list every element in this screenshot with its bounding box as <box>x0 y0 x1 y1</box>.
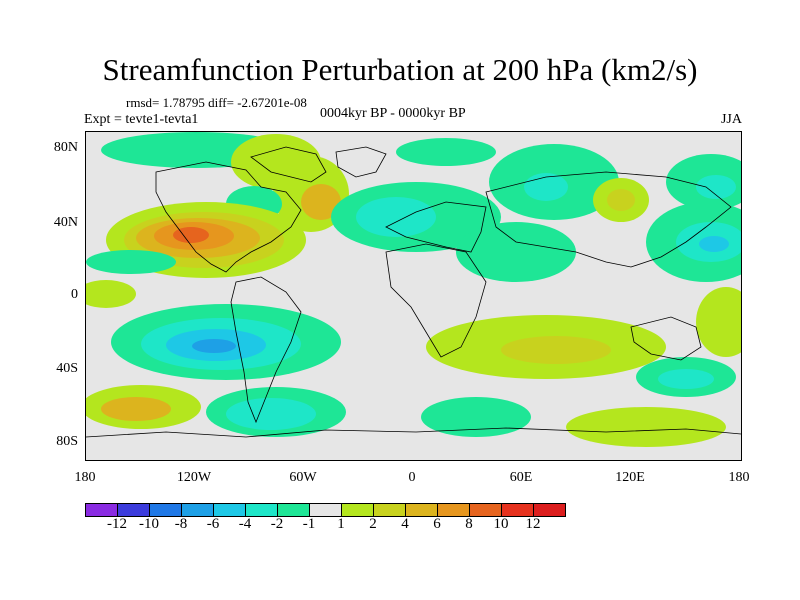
colorbar-swatch <box>245 504 277 516</box>
x-tick-60e: 60E <box>509 470 533 485</box>
colorbar-swatch <box>117 504 149 516</box>
asia-coast <box>485 171 732 268</box>
colorbar-label: -6 <box>206 516 220 532</box>
streamfunction-map <box>86 132 741 460</box>
experiment-label: Expt = tevte1-tevta1 <box>84 112 199 127</box>
contour-neg-3 <box>699 236 729 252</box>
contour-neg-4 <box>192 339 236 353</box>
colorbar-label: 8 <box>465 516 473 532</box>
colorbar-label: -1 <box>302 516 316 532</box>
colorbar-label: 6 <box>433 516 441 532</box>
colorbar <box>85 503 566 517</box>
south-america-coast <box>230 276 302 424</box>
colorbar-label: 12 <box>525 516 541 532</box>
colorbar-label: 1 <box>337 516 345 532</box>
map-plot <box>85 131 742 461</box>
contour-neg-1 <box>456 222 576 282</box>
x-tick-180e: 180 <box>728 470 750 485</box>
contour-pos-2 <box>501 336 611 364</box>
contour-neg-1 <box>421 397 531 437</box>
colorbar-swatch <box>86 504 117 516</box>
contour-neg-2 <box>658 369 714 389</box>
y-tick-0: 0 <box>71 287 78 302</box>
colorbar-label: -10 <box>139 516 159 532</box>
canadian-arctic-coast <box>250 146 327 183</box>
y-tick-40n: 40N <box>53 215 78 230</box>
colorbar-label: -4 <box>238 516 252 532</box>
colorbar-swatch <box>213 504 245 516</box>
europe-coast <box>385 201 487 253</box>
colorbar-swatch <box>309 504 341 516</box>
contour-neg-1 <box>86 250 176 274</box>
north-america-coast <box>155 161 302 273</box>
australia-coast <box>630 316 702 361</box>
x-tick-0: 0 <box>408 470 416 485</box>
chart-title: Streamfunction Perturbation at 200 hPa (… <box>102 52 698 87</box>
colorbar-swatch <box>341 504 373 516</box>
colorbar-swatch <box>373 504 405 516</box>
colorbar-swatch <box>469 504 501 516</box>
colorbar-label: -2 <box>270 516 284 532</box>
x-tick-60w: 60W <box>289 470 317 485</box>
contour-pos-5 <box>173 227 209 243</box>
greenland-coast <box>335 146 387 178</box>
contour-neg-2 <box>356 197 436 237</box>
contour-neg-1 <box>396 138 496 166</box>
contour-pos-1 <box>86 280 136 308</box>
y-tick-40s: 40S <box>56 361 78 376</box>
colorbar-label: 10 <box>493 516 509 532</box>
contour-neg-2 <box>696 175 736 199</box>
contour-pos-2 <box>301 184 341 220</box>
colorbar-label: -12 <box>107 516 127 532</box>
x-tick-120w: 120W <box>176 470 212 485</box>
colorbar-label: 4 <box>401 516 409 532</box>
x-tick-180w: 180 <box>74 470 96 485</box>
y-tick-80s: 80S <box>56 434 78 449</box>
contour-neg-2 <box>226 398 316 430</box>
coastlines <box>86 146 741 438</box>
colorbar-swatch <box>437 504 469 516</box>
colorbar-label: -8 <box>174 516 188 532</box>
season-label: JJA <box>720 112 742 127</box>
colorbar-swatch <box>405 504 437 516</box>
africa-coast <box>385 243 487 358</box>
colorbar-label: 2 <box>369 516 377 532</box>
colorbar-swatch <box>277 504 309 516</box>
contour-pos-1 <box>696 287 741 357</box>
contour-pos-1 <box>566 407 726 447</box>
x-tick-120e: 120E <box>615 470 645 485</box>
contour-pos-2 <box>607 189 635 211</box>
colorbar-swatch <box>181 504 213 516</box>
colorbar-swatch <box>533 504 565 516</box>
y-tick-80n: 80N <box>53 140 78 155</box>
contour-fields <box>86 132 741 447</box>
colorbar-swatch <box>501 504 533 516</box>
colorbar-swatch <box>149 504 181 516</box>
stats-line: rmsd= 1.78795 diff= -2.67201e-08 <box>126 95 307 110</box>
period-label: 0004kyr BP - 0000kyr BP <box>320 106 466 121</box>
antarctica-coast <box>86 427 741 438</box>
contour-pos-2 <box>101 397 171 421</box>
